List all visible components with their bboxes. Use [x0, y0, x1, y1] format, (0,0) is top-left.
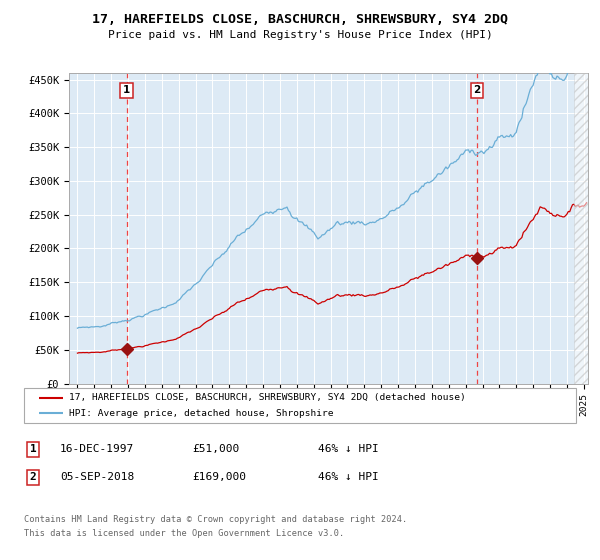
- Text: 1: 1: [29, 444, 37, 454]
- Text: 46% ↓ HPI: 46% ↓ HPI: [318, 472, 379, 482]
- Text: 1: 1: [123, 85, 130, 95]
- Text: 17, HAREFIELDS CLOSE, BASCHURCH, SHREWSBURY, SY4 2DQ (detached house): 17, HAREFIELDS CLOSE, BASCHURCH, SHREWSB…: [69, 393, 466, 402]
- Text: 17, HAREFIELDS CLOSE, BASCHURCH, SHREWSBURY, SY4 2DQ: 17, HAREFIELDS CLOSE, BASCHURCH, SHREWSB…: [92, 13, 508, 26]
- Text: 46% ↓ HPI: 46% ↓ HPI: [318, 444, 379, 454]
- Text: 2: 2: [29, 472, 37, 482]
- Text: £51,000: £51,000: [192, 444, 239, 454]
- Text: Contains HM Land Registry data © Crown copyright and database right 2024.: Contains HM Land Registry data © Crown c…: [24, 515, 407, 524]
- Text: 05-SEP-2018: 05-SEP-2018: [60, 472, 134, 482]
- Text: 2: 2: [473, 85, 481, 95]
- Text: Price paid vs. HM Land Registry's House Price Index (HPI): Price paid vs. HM Land Registry's House …: [107, 30, 493, 40]
- Text: This data is licensed under the Open Government Licence v3.0.: This data is licensed under the Open Gov…: [24, 529, 344, 538]
- Text: HPI: Average price, detached house, Shropshire: HPI: Average price, detached house, Shro…: [69, 409, 334, 418]
- Bar: [574, 73, 588, 384]
- Text: 16-DEC-1997: 16-DEC-1997: [60, 444, 134, 454]
- Text: £169,000: £169,000: [192, 472, 246, 482]
